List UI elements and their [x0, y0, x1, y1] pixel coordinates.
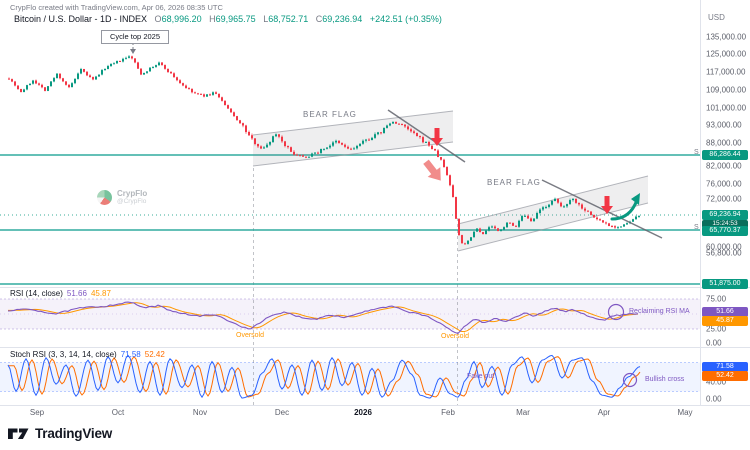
current-price-badge: 69,236.94 [702, 210, 748, 220]
symbol-title[interactable]: Bitcoin / U.S. Dollar - 1D - INDEX [14, 14, 148, 24]
level-badge-51875: 51,875.00 [702, 279, 748, 289]
stoch-rsi-legend[interactable]: Stoch RSI (3, 3, 14, 14, close) 71.58 52.4… [10, 350, 165, 359]
bear-flag-1-label[interactable]: BEAR FLAG [303, 110, 357, 119]
cycle-top-callout[interactable]: Cycle top 2025 [101, 30, 169, 44]
countdown-badge: 15:24:53 [702, 220, 748, 228]
symbol-legend[interactable]: Bitcoin / U.S. Dollar - 1D - INDEX O68,9… [14, 14, 442, 24]
tradingview-logo-icon [8, 428, 29, 439]
oversold-2-label[interactable]: Oversold [441, 333, 470, 340]
price-axis-label: 109,000.00 [706, 85, 747, 95]
low-label: L [263, 14, 269, 24]
tradingview-brand-text: TradingView [35, 426, 113, 441]
open-value: 68,996.20 [161, 14, 202, 24]
price-axis-label: 93,000.00 [706, 120, 742, 130]
indicator-axis-label: 40.00 [706, 377, 727, 387]
level-badge-65770: 65,770.37 [702, 226, 748, 236]
indicator-axis-label: 0.00 [706, 338, 722, 348]
rsi-value-badge: 51.66 [702, 307, 748, 317]
stoch-d-badge: 52.42 [702, 371, 748, 381]
time-axis-label: Nov [192, 408, 208, 417]
price-axis-label: 117,000.00 [706, 67, 746, 77]
time-axis-label: 2026 [354, 408, 372, 417]
time-axis-label: Feb [441, 408, 455, 417]
fake-out-label[interactable]: Fake out [467, 373, 495, 380]
price-axis-label: 135,000.00 [706, 32, 747, 42]
time-axis-label: Mar [516, 408, 530, 417]
price-axis-label: 82,000.00 [706, 161, 742, 171]
price-axis-label: 56,800.00 [706, 248, 742, 258]
indicator-axis-label: 75.00 [706, 294, 727, 304]
rsi-legend[interactable]: RSI (14, close) 51.66 45.87 [10, 289, 111, 298]
price-axis-label: 101,000.00 [706, 103, 747, 113]
rsi-ma-badge: 45.87 [702, 316, 748, 326]
time-axis-label: May [677, 408, 693, 417]
bullish-cross-label[interactable]: Bullish cross [645, 376, 685, 383]
indicator-axis-label: 25.00 [706, 324, 727, 334]
watermark-name: CrypFlo [117, 189, 148, 198]
close-value: 69,236.94 [322, 14, 363, 24]
price-axis-label: 60,000.00 [706, 242, 742, 252]
rsi-legend-value: 51.66 [66, 289, 87, 298]
open-label: O [154, 14, 162, 24]
reclaiming-rsi-ma-label[interactable]: Reclaiming RSI MA [629, 308, 690, 315]
level-badge-86286: 86,286.44 [702, 150, 748, 160]
rsi-legend-ma-value: 45.87 [90, 289, 111, 298]
watermark: CrypFlo @CrypFlo [97, 189, 147, 206]
stoch-legend-title[interactable]: Stoch RSI (3, 3, 14, 14, close) [10, 350, 117, 359]
stoch-legend-d-value: 52.42 [144, 350, 165, 359]
change-value: +242.51 (+0.35%) [369, 14, 442, 24]
low-value: 68,752.71 [268, 14, 309, 24]
high-label: H [209, 14, 216, 24]
currency-label: USD [708, 13, 725, 22]
bear-flag-2-label[interactable]: BEAR FLAG [487, 178, 541, 187]
supply-marker-1: S [694, 149, 699, 156]
oversold-1-label[interactable]: Oversold [236, 332, 265, 339]
price-axis-label: 88,000.00 [706, 138, 742, 148]
stoch-legend-k-value: 71.58 [120, 350, 141, 359]
watermark-logo-icon [97, 190, 112, 205]
indicator-axis-label: 0.00 [706, 394, 722, 404]
close-label: C [315, 14, 323, 24]
price-axis-label: 72,000.00 [706, 194, 742, 204]
watermark-handle: @CrypFlo [117, 198, 147, 205]
high-value: 69,965.75 [215, 14, 256, 24]
price-axis-label: 125,000.00 [706, 49, 747, 59]
time-axis-label: Sep [29, 408, 45, 417]
time-axis-label: Apr [597, 408, 611, 417]
time-axis-label: Oct [111, 408, 125, 417]
tradingview-logo[interactable]: TradingView [8, 426, 112, 441]
supply-marker-2: S [694, 224, 699, 231]
stoch-k-badge: 71.58 [702, 362, 748, 372]
rsi-legend-title[interactable]: RSI (14, close) [10, 289, 63, 298]
time-axis-label: Dec [274, 408, 290, 417]
attribution-text: CrypFlo created with TradingView.com, Ap… [10, 3, 223, 12]
price-axis-label: 76,000.00 [706, 179, 742, 189]
